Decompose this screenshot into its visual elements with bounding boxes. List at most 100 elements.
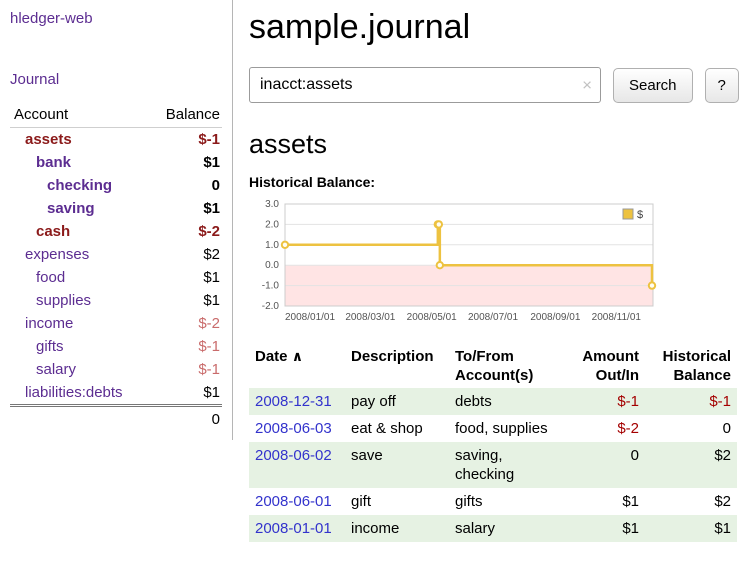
account-link[interactable]: gifts [36,338,64,355]
transaction-date-link[interactable]: 2008-06-03 [255,420,332,437]
chart-point-marker [647,281,657,290]
transaction-accounts: gifts [455,493,483,510]
account-balance: $-1 [198,338,220,355]
chart-ytick-label: -1.0 [262,281,280,292]
chart-point-marker [434,220,444,229]
main-content: sample.journal × Search ? assets Histori… [234,0,742,542]
account-row: liabilities:debts $1 [10,381,222,406]
chart-ytick-label: 1.0 [265,240,279,251]
account-balance: $1 [203,200,220,217]
register-row: 2008-01-01 income salary $1 $1 [249,515,737,542]
account-link[interactable]: saving [47,200,95,217]
account-heading: assets [249,129,328,159]
account-link[interactable]: income [25,315,74,332]
accounts-total-value: 0 [148,404,222,431]
chart-point-marker [280,240,290,249]
chart-border [284,203,654,307]
transaction-date-link[interactable]: 2008-06-01 [255,493,332,510]
register-col-account: To/From Account(s) [455,348,534,384]
clear-search-icon[interactable]: × [582,75,592,95]
register-col-date[interactable]: Date ∧ [249,344,345,388]
transaction-date-link[interactable]: 2008-06-02 [255,447,332,464]
register-table: Date ∧ Description To/From Account(s) Am… [249,344,737,542]
account-link[interactable]: cash [36,223,71,240]
transaction-date-link[interactable]: 2008-12-31 [255,393,332,410]
accounts-col-account: Account [10,106,149,128]
accounts-col-balance: Balance [148,106,222,128]
account-link[interactable]: assets [25,131,72,148]
chart-title: Historical Balance: [249,174,376,190]
account-balance: $-1 [198,131,220,148]
register-col-balance: Historical Balance [662,348,731,384]
transaction-description: income [351,520,400,537]
search-button[interactable]: Search [613,67,693,103]
chart-xtick-label: 2008/05/01 [407,312,457,323]
help-button[interactable]: ? [704,67,739,103]
account-row: income $-2 [10,312,222,335]
account-link[interactable]: supplies [36,292,92,309]
balance-chart: 3.0 2.0 1.0 0.0 -1.0 -2.0 2008/01/01 2008/03/01… [262,199,657,323]
sidebar: hledger-web Journal Account Balance asse… [0,0,233,440]
chart-legend-label: $ [637,209,643,221]
chart-ytick-label: 3.0 [265,199,279,210]
transaction-amount: 0 [630,447,639,464]
sidebar-item-journal[interactable]: Journal [10,71,60,88]
account-row: salary $-1 [10,358,222,381]
transaction-balance: $1 [714,520,731,537]
chart-ytick-label: 0.0 [265,260,279,271]
register-col-amount: Amount Out/In [582,348,639,384]
transaction-balance: $-1 [709,393,731,410]
transaction-description: gift [351,493,372,510]
chart-xtick-label: 2008/01/01 [285,312,335,323]
transaction-balance: $2 [714,447,731,464]
accounts-total-spacer [10,404,149,431]
accounts-total-row: 0 [10,404,222,431]
account-balance: $-2 [198,315,220,332]
chart-xtick-label: 2008/07/01 [468,312,518,323]
transaction-amount: $-1 [617,393,639,410]
account-link[interactable]: bank [36,154,72,171]
account-row: checking 0 [10,174,222,197]
account-balance: $1 [203,154,220,171]
register-row: 2008-06-02 save saving, checking 0 $2 [249,442,737,488]
transaction-date-link[interactable]: 2008-01-01 [255,520,332,537]
account-link[interactable]: salary [36,361,77,378]
accounts-table-body: assets $-1 bank $1 checking 0 saving $1 cash $-2 e… [10,128,222,406]
page-title: sample.journal [249,8,471,46]
accounts-header-row: Account Balance [10,106,222,128]
account-row: expenses $2 [10,243,222,266]
chart-xtick-label: 2008/03/01 [345,312,395,323]
account-row: food $1 [10,266,222,289]
chart-ytick-label: -2.0 [262,301,280,312]
account-link[interactable]: checking [47,177,113,194]
account-row: saving $1 [10,197,222,220]
account-balance: $-1 [198,361,220,378]
account-link[interactable]: food [36,269,66,286]
search-box: × [249,67,601,103]
transaction-amount: $1 [622,493,639,510]
chart-xtick-label: 2008/09/01 [530,312,580,323]
account-balance: $2 [203,246,220,263]
transaction-amount: $1 [622,520,639,537]
app-title-link[interactable]: hledger-web [10,10,93,27]
register-row: 2008-06-03 eat & shop food, supplies $-2 0 [249,415,737,442]
search-input[interactable] [249,67,601,103]
transaction-balance: 0 [722,420,731,437]
account-row: assets $-1 [10,128,222,152]
register-table-body: 2008-12-31 pay off debts $-1 $-1 2008-06-03 ea… [249,388,737,542]
account-row: gifts $-1 [10,335,222,358]
chart-legend-swatch [622,208,634,220]
transaction-accounts: salary [455,520,496,537]
account-row: supplies $1 [10,289,222,312]
transaction-accounts: debts [455,393,492,410]
search-form: × Search ? [249,67,742,103]
transaction-accounts: food, supplies [455,420,548,437]
account-row: bank $1 [10,151,222,174]
transaction-accounts: saving, checking [455,447,515,483]
accounts-table: Account Balance assets $-1 bank $1 checking 0… [10,106,222,431]
register-row: 2008-12-31 pay off debts $-1 $-1 [249,388,737,415]
account-link[interactable]: expenses [25,246,90,263]
account-link[interactable]: liabilities:debts [25,384,123,401]
account-balance: $1 [203,292,220,309]
